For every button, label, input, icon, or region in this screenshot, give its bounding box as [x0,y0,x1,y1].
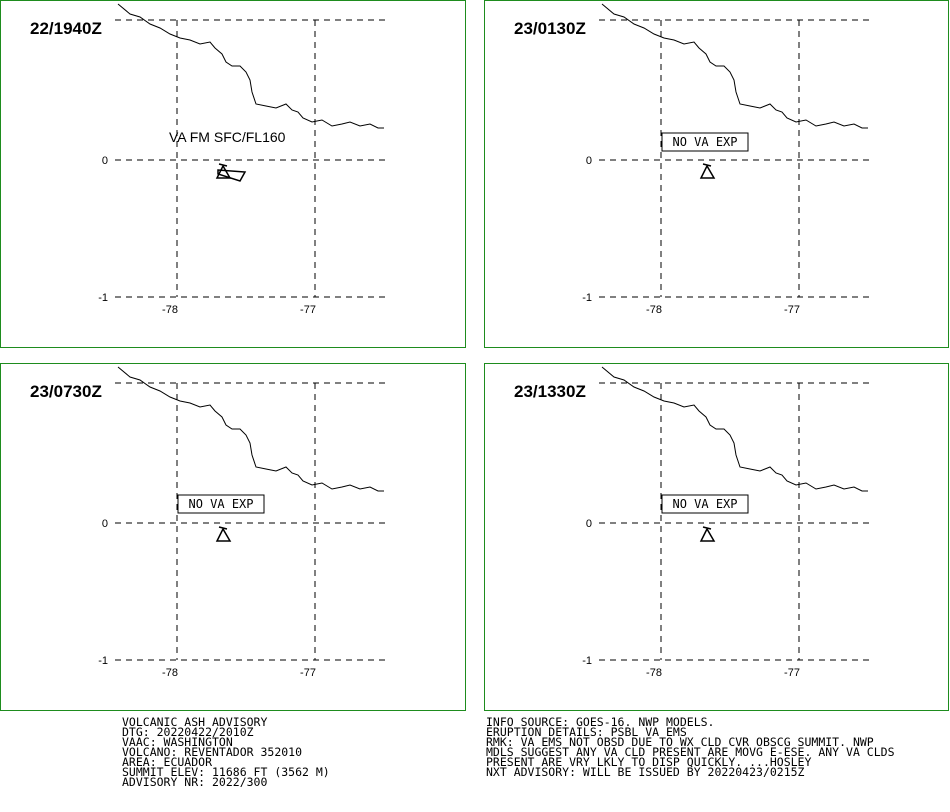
ash-cloud-polygon [217,169,247,182]
coastline [117,3,384,129]
time-label: 23/0730Z [30,382,102,401]
lon-label-minus78: -78 [646,304,662,316]
annotation-box [661,494,749,514]
advisory-line: NXT ADVISORY: WILL BE ISSUED BY 20220423… [486,765,805,779]
lon-label-minus78: -78 [162,667,178,679]
advisory-text-left: VOLCANIC ASH ADVISORY DTG: 20220422/2010… [122,715,330,789]
advisory-line: PRESENT ARE VRY LKLY TO DISP QUICKLY. ..… [486,755,811,769]
lon-label-minus78: -78 [646,667,662,679]
advisory-line: VOLCANO: REVENTADOR 352010 [122,745,302,759]
advisory-line: AREA: ECUADOR [122,755,212,769]
volcano-triangle-icon [215,526,232,542]
lat-label-0: 0 [102,155,108,167]
lon-label-minus77: -77 [784,304,800,316]
lat-label-minus1: -1 [582,292,592,304]
advisory-line: VAAC: WASHINGTON [122,735,233,749]
graticule [115,382,385,661]
graticule [599,19,869,298]
graticule [115,19,385,298]
lat-label-minus1: -1 [582,655,592,667]
annotation-label: NO VA EXP [672,497,737,511]
advisory-line: VOLCANIC ASH ADVISORY [122,715,267,729]
coastline [117,366,384,492]
advisory-text-right: INFO SOURCE: GOES-16. NWP MODELS. ERUPTI… [486,715,895,779]
lon-label-minus77: -77 [300,667,316,679]
coastline [601,3,868,129]
annotation-box [661,132,749,152]
advisory-line: ADVISORY NR: 2022/300 [122,775,267,789]
panel-frame [484,363,949,711]
coastline [601,366,868,492]
annotation-label: NO VA EXP [188,497,253,511]
lat-label-minus1: -1 [98,292,108,304]
lon-label-minus77: -77 [300,304,316,316]
lat-label-0: 0 [586,155,592,167]
annotation-label: NO VA EXP [672,135,737,149]
annotation-box [177,494,265,514]
time-label: 22/1940Z [30,19,102,38]
panel-2: 0 -1 -78 -77 23/0130Z NO VA EXP [484,0,949,348]
advisory-line: ERUPTION DETAILS: PSBL VA EMS [486,725,687,739]
graticule [599,382,869,661]
panel-4: 0 -1 -78 -77 23/1330Z NO VA EXP [484,363,949,711]
panel-frame [0,363,466,711]
volcano-triangle-icon [699,526,716,542]
advisory-line: MDLS SUGGEST ANY VA CLD PRESENT ARE MOVG… [486,745,895,759]
lat-label-0: 0 [586,518,592,530]
advisory-line: INFO SOURCE: GOES-16. NWP MODELS. [486,715,714,729]
panel-3: 0 -1 -78 -77 23/0730Z NO VA EXP [0,363,466,711]
lon-label-minus78: -78 [162,304,178,316]
annotation-label: VA FM SFC/FL160 [169,129,286,145]
panel-frame [484,0,949,348]
time-label: 23/1330Z [514,382,586,401]
lat-label-0: 0 [102,518,108,530]
volcano-triangle-icon [699,163,716,179]
advisory-line: DTG: 20220422/2010Z [122,725,254,739]
volcano-triangle-icon [215,163,232,179]
panel-1: 0 -1 -78 -77 22/1940Z VA FM SFC/FL160 [0,0,466,348]
panel-frame [0,0,466,348]
lon-label-minus77: -77 [784,667,800,679]
advisory-line: SUMMIT ELEV: 11686 FT (3562 M) [122,765,330,779]
advisory-line: RMK: VA EMS NOT OBSD DUE TO WX CLD CVR O… [486,735,874,749]
time-label: 23/0130Z [514,19,586,38]
lat-label-minus1: -1 [98,655,108,667]
